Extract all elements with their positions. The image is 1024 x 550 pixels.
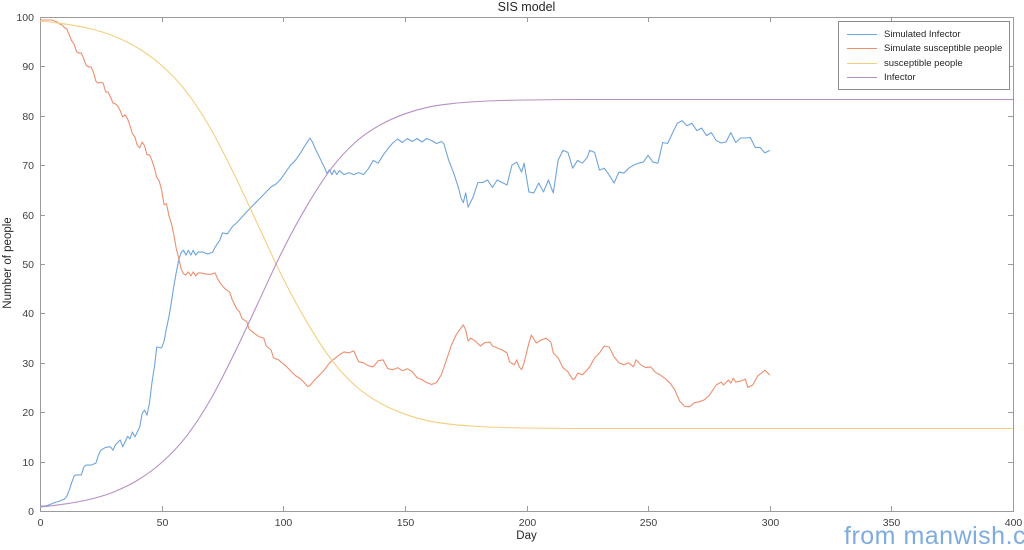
y-tick-label: 60 [22, 210, 34, 222]
legend-line-swatch [847, 62, 877, 64]
x-axis-label: Day [516, 530, 537, 542]
chart-title: SIS model [497, 0, 556, 14]
y-tick-label: 10 [22, 457, 34, 469]
y-tick-label: 40 [22, 308, 34, 320]
legend-line-swatch [847, 77, 877, 79]
y-tick-label: 50 [22, 259, 34, 271]
y-tick-label: 70 [22, 160, 34, 172]
y-tick-label: 80 [22, 111, 34, 123]
x-tick-label: 150 [397, 517, 415, 529]
x-tick-label: 250 [640, 517, 658, 529]
series-line-simulated-infector [40, 120, 771, 507]
legend-label: Simulated Infector [884, 28, 961, 40]
legend-line-swatch [847, 48, 877, 50]
series-line-susceptible-people [39, 20, 1013, 430]
y-tick-label: 90 [22, 61, 34, 73]
x-tick-label: 400 [1005, 517, 1023, 529]
x-tick-label: 200 [519, 517, 537, 529]
legend-label: susceptible people [884, 57, 963, 69]
watermark: from manwish.cn [844, 522, 1024, 550]
legend: Simulated Infector Simulate susceptible p… [838, 21, 1010, 90]
x-tick-label: 300 [762, 517, 780, 529]
series-line-simulate-susceptible-people [40, 19, 771, 408]
y-tick-label: 0 [28, 506, 34, 518]
x-tick-label: 100 [275, 517, 293, 529]
y-tick-label: 30 [22, 358, 34, 370]
legend-item: Simulated Infector [839, 27, 1009, 42]
legend-item: susceptible people [839, 56, 1009, 71]
x-tick-label: 350 [883, 517, 901, 529]
legend-item: Infector [839, 71, 1009, 86]
legend-line-swatch [847, 33, 877, 35]
y-tick-label: 20 [22, 407, 34, 419]
legend-label: Infector [884, 72, 916, 84]
x-tick-label: 50 [157, 517, 169, 529]
y-tick-label: 100 [16, 12, 34, 24]
x-tick-label: 0 [38, 517, 44, 529]
series-line-infector [39, 98, 1013, 508]
legend-item: Simulate susceptible people [839, 42, 1009, 57]
legend-label: Simulate susceptible people [884, 43, 1003, 55]
